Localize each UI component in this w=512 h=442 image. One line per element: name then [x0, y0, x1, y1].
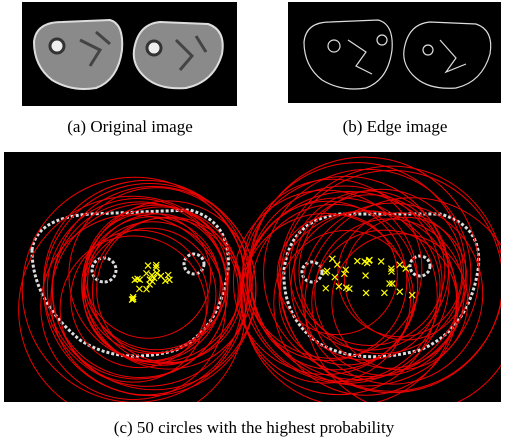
page: {"panels": [ {"caption": "(a) Original i…: [0, 0, 512, 442]
caption-a: (a) Original image: [67, 117, 193, 136]
circle-image: [4, 152, 512, 423]
image-background: [288, 2, 501, 103]
figure: (a) Original image (b) Edge image (c) 50…: [0, 0, 512, 442]
caption-b: (b) Edge image: [343, 117, 448, 136]
original-image: [22, 2, 237, 106]
bone-right: [147, 41, 161, 55]
caption-c: (c) 50 circles with the highest probabil…: [114, 418, 395, 437]
bone-left: [50, 39, 64, 53]
edge-image: [288, 2, 501, 103]
